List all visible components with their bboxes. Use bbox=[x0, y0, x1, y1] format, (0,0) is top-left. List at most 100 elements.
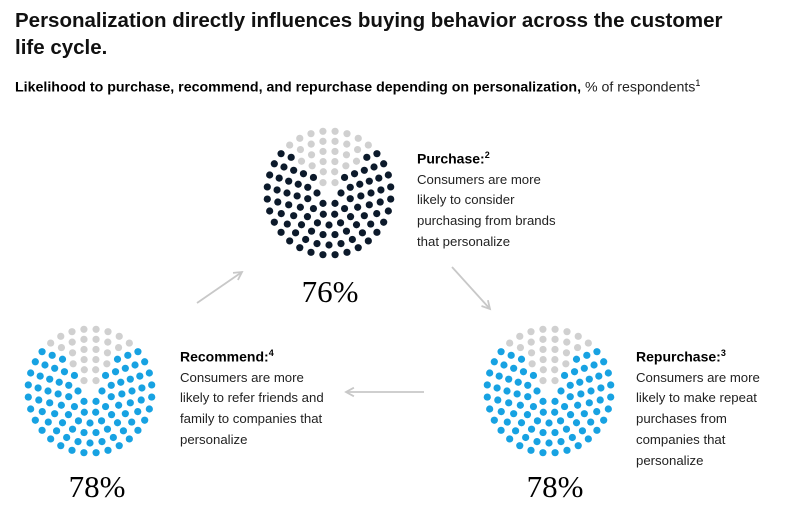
filled-dot bbox=[358, 229, 367, 237]
filled-dot bbox=[277, 210, 285, 218]
unfilled-dot bbox=[296, 134, 304, 142]
filled-dot bbox=[551, 449, 559, 457]
filled-dot bbox=[68, 425, 77, 433]
filled-dot bbox=[263, 195, 271, 203]
unfilled-dot bbox=[516, 343, 525, 352]
filled-dot bbox=[539, 408, 547, 416]
filled-dot bbox=[65, 393, 73, 401]
filled-dot bbox=[266, 207, 274, 215]
unfilled-dot bbox=[527, 349, 536, 357]
filled-dot bbox=[577, 390, 585, 398]
filled-dot bbox=[24, 381, 32, 389]
filled-dot bbox=[596, 396, 604, 404]
filled-dot bbox=[80, 428, 88, 437]
filled-dot bbox=[117, 378, 125, 386]
unfilled-dot bbox=[563, 328, 571, 336]
cycle-arrows bbox=[196, 266, 492, 398]
filled-dot bbox=[373, 228, 381, 236]
filled-dot bbox=[551, 397, 559, 405]
filled-dot bbox=[97, 417, 106, 425]
filled-dot bbox=[377, 186, 385, 194]
filled-dot bbox=[346, 183, 354, 191]
repurchase-percentage: 78% bbox=[526, 469, 584, 504]
filled-dot bbox=[277, 228, 285, 236]
filled-dot bbox=[584, 435, 592, 443]
unfilled-dot bbox=[331, 179, 339, 187]
filled-dot bbox=[357, 192, 365, 200]
filled-dot bbox=[304, 195, 312, 203]
filled-dot bbox=[566, 411, 575, 419]
filled-dot bbox=[325, 241, 333, 249]
filled-dot bbox=[495, 372, 503, 380]
filled-dot bbox=[44, 418, 52, 426]
filled-dot bbox=[503, 418, 511, 426]
unfilled-dot bbox=[331, 137, 339, 145]
filled-dot bbox=[273, 186, 281, 194]
filled-dot bbox=[373, 150, 381, 158]
filled-dot bbox=[46, 375, 54, 383]
filled-dot bbox=[145, 405, 153, 413]
filled-dot bbox=[337, 189, 345, 197]
filled-dot bbox=[34, 384, 42, 392]
unfilled-dot bbox=[115, 332, 123, 340]
filled-dot bbox=[517, 355, 526, 363]
filled-dot bbox=[70, 402, 79, 411]
unfilled-dot bbox=[354, 134, 362, 142]
arrow-purchase-to-repurchase bbox=[451, 266, 492, 311]
filled-dot bbox=[593, 426, 601, 434]
purchase-label: Purchase:2 Consumers are more likely to … bbox=[417, 146, 567, 253]
filled-dot bbox=[44, 387, 52, 395]
unfilled-dot bbox=[319, 147, 327, 156]
unfilled-dot bbox=[331, 168, 339, 176]
unfilled-dot bbox=[80, 377, 88, 385]
unfilled-dot bbox=[92, 355, 100, 364]
filled-dot bbox=[134, 408, 142, 416]
unfilled-dot bbox=[296, 145, 305, 154]
unfilled-dot bbox=[331, 127, 339, 135]
filled-dot bbox=[585, 399, 593, 407]
filled-dot bbox=[299, 170, 308, 178]
filled-dot bbox=[356, 180, 364, 188]
filled-dot bbox=[131, 361, 139, 369]
filled-dot bbox=[60, 368, 69, 376]
filled-dot bbox=[296, 244, 304, 252]
filled-dot bbox=[107, 381, 115, 389]
filled-dot bbox=[337, 240, 345, 248]
filled-dot bbox=[145, 369, 153, 377]
filled-dot bbox=[364, 237, 372, 245]
filled-dot bbox=[576, 378, 584, 386]
filled-dot bbox=[604, 405, 612, 413]
unfilled-dot bbox=[551, 355, 559, 364]
filled-dot bbox=[527, 446, 535, 454]
filled-dot bbox=[384, 207, 392, 215]
filled-dot bbox=[283, 189, 291, 197]
filled-dot bbox=[336, 219, 345, 227]
unfilled-dot bbox=[103, 349, 112, 357]
filled-dot bbox=[527, 425, 536, 433]
repurchase-footnote: 3 bbox=[720, 348, 726, 358]
filled-dot bbox=[580, 364, 588, 372]
filled-dot bbox=[587, 387, 595, 395]
filled-dot bbox=[285, 177, 293, 185]
unfilled-dot bbox=[57, 343, 66, 352]
filled-dot bbox=[31, 358, 39, 366]
filled-dot bbox=[104, 446, 112, 454]
unfilled-dot bbox=[551, 325, 559, 333]
filled-dot bbox=[533, 387, 541, 395]
filled-dot bbox=[80, 449, 88, 457]
filled-dot bbox=[367, 189, 375, 197]
unfilled-dot bbox=[307, 140, 315, 148]
chart-subtitle: Likelihood to purchase, recommend, and r… bbox=[15, 74, 795, 97]
filled-dot bbox=[376, 198, 384, 206]
unfilled-dot bbox=[69, 360, 77, 368]
filled-dot bbox=[360, 166, 368, 174]
filled-dot bbox=[360, 212, 368, 220]
filled-dot bbox=[138, 384, 146, 392]
filled-dot bbox=[539, 397, 547, 405]
filled-dot bbox=[38, 426, 46, 434]
unfilled-dot bbox=[68, 349, 77, 357]
filled-dot bbox=[574, 442, 582, 450]
filled-dot bbox=[483, 393, 491, 401]
filled-dot bbox=[92, 428, 100, 437]
filled-dot bbox=[566, 381, 574, 389]
